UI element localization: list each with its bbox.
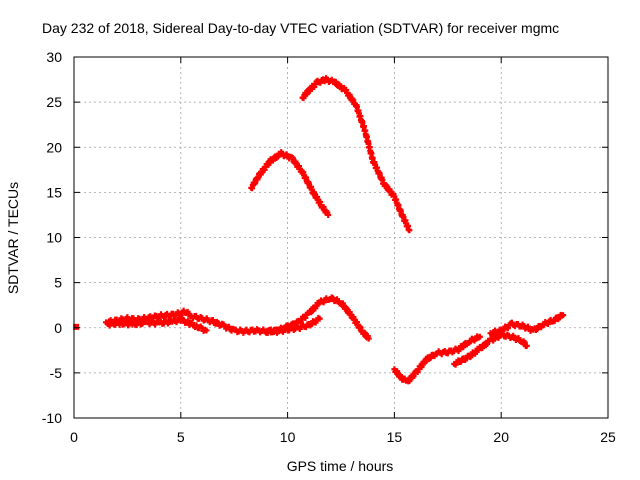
y-tick-label: 15 bbox=[46, 184, 62, 200]
data-point bbox=[460, 344, 467, 351]
data-point bbox=[365, 335, 372, 342]
y-tick-label: 25 bbox=[46, 94, 62, 110]
data-point bbox=[479, 345, 486, 352]
y-tick-label: 0 bbox=[54, 320, 62, 336]
data-point bbox=[483, 340, 490, 347]
series-evening-dip bbox=[391, 333, 483, 385]
data-point bbox=[534, 326, 541, 333]
data-point bbox=[203, 327, 210, 334]
data-point bbox=[523, 342, 530, 349]
series-isolated-point bbox=[73, 323, 80, 330]
data-point bbox=[332, 78, 339, 85]
data-point bbox=[476, 333, 483, 340]
y-tick-label: 5 bbox=[54, 275, 62, 291]
x-axis-label: GPS time / hours bbox=[287, 458, 394, 474]
y-tick-label: -10 bbox=[42, 410, 62, 426]
x-tick-label: 10 bbox=[280, 429, 296, 445]
x-tick-label: 0 bbox=[70, 429, 78, 445]
series-arc-1 bbox=[248, 149, 332, 218]
x-tick-label: 15 bbox=[387, 429, 403, 445]
series-low-band-b bbox=[105, 315, 210, 334]
data-point bbox=[560, 312, 567, 319]
data-point bbox=[316, 315, 323, 322]
data-point bbox=[406, 227, 413, 234]
series-midday-bump bbox=[263, 294, 372, 342]
y-tick-label: 20 bbox=[46, 139, 62, 155]
data-point bbox=[427, 355, 434, 362]
series-arc-2 bbox=[299, 75, 413, 234]
data-point bbox=[397, 373, 404, 380]
data-point bbox=[302, 314, 309, 321]
x-tick-label: 5 bbox=[177, 429, 185, 445]
series-evening-rise bbox=[451, 330, 530, 368]
data-point bbox=[269, 157, 276, 164]
y-axis-label: SDTVAR / TECUs bbox=[5, 182, 21, 294]
data-point bbox=[73, 323, 80, 330]
data-layer bbox=[73, 75, 567, 385]
data-point bbox=[325, 211, 332, 218]
x-tick-label: 20 bbox=[493, 429, 509, 445]
tick-layer: -10 -5 0 5 10 15 20 25 30 0 5 10 15 20 25 bbox=[42, 49, 616, 445]
x-tick-label: 25 bbox=[600, 429, 616, 445]
y-tick-label: 30 bbox=[46, 49, 62, 65]
series-late-tail bbox=[487, 311, 567, 338]
y-tick-label: -5 bbox=[50, 365, 63, 381]
chart-title: Day 232 of 2018, Sidereal Day-to-day VTE… bbox=[42, 20, 559, 36]
y-tick-label: 10 bbox=[46, 230, 62, 246]
